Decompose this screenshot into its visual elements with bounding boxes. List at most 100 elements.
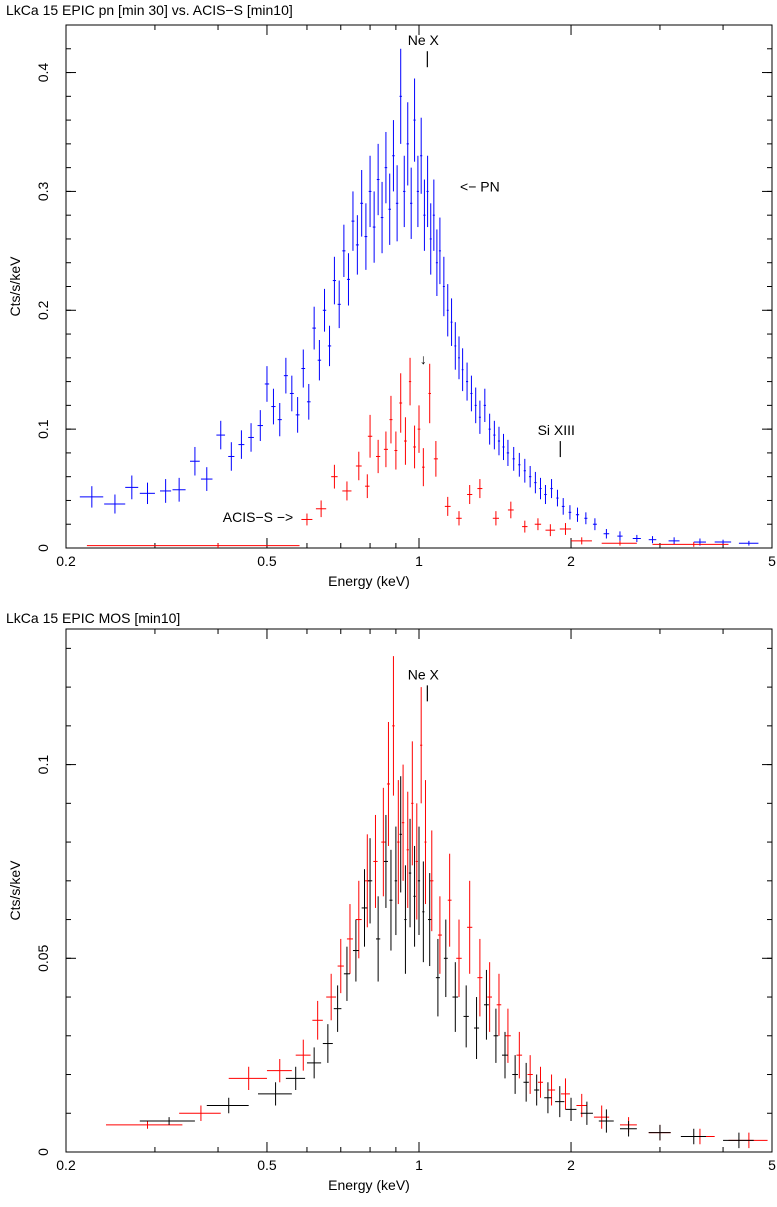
chart-title-mos: LkCa 15 EPIC MOS [min10] bbox=[6, 610, 181, 626]
data-point bbox=[497, 426, 501, 456]
data-point bbox=[355, 215, 359, 275]
data-point bbox=[332, 256, 337, 305]
data-point bbox=[580, 1101, 593, 1125]
data-point bbox=[342, 481, 352, 501]
data-point bbox=[617, 531, 623, 541]
data-point bbox=[381, 787, 386, 897]
data-point bbox=[527, 1055, 533, 1094]
data-point bbox=[680, 1128, 706, 1145]
data-point bbox=[315, 500, 327, 518]
data-point bbox=[559, 523, 572, 535]
data-point bbox=[443, 919, 448, 998]
data-point bbox=[474, 387, 477, 424]
data-point bbox=[373, 814, 378, 908]
data-point bbox=[179, 1105, 221, 1122]
data-point bbox=[417, 826, 421, 936]
data-point bbox=[368, 155, 372, 228]
x-axis-label: Energy (keV) bbox=[328, 1177, 410, 1193]
data-point bbox=[283, 357, 288, 394]
data-point bbox=[367, 414, 373, 458]
data-point bbox=[493, 420, 496, 450]
data-point bbox=[652, 542, 729, 547]
data-point bbox=[408, 357, 412, 406]
data-point bbox=[139, 482, 155, 505]
data-point bbox=[561, 498, 565, 515]
x-tick-label: 0.2 bbox=[56, 553, 76, 569]
data-point bbox=[433, 441, 438, 477]
y-axis-label: Cts/s/keV bbox=[7, 256, 23, 317]
series-1 bbox=[86, 357, 729, 548]
data-point bbox=[598, 1109, 614, 1133]
data-point bbox=[384, 131, 388, 204]
data-point bbox=[364, 203, 368, 270]
data-point bbox=[326, 973, 337, 1021]
annotation-label: ↓ bbox=[420, 351, 427, 367]
data-point bbox=[507, 501, 514, 519]
data-point bbox=[467, 880, 473, 974]
data-point bbox=[342, 224, 346, 277]
data-point bbox=[361, 869, 368, 947]
data-point bbox=[189, 446, 200, 476]
data-point bbox=[426, 155, 429, 228]
data-point bbox=[351, 191, 355, 251]
y-tick-label: 0.2 bbox=[35, 300, 51, 320]
data-point bbox=[435, 229, 438, 297]
data-point bbox=[592, 518, 597, 531]
data-point bbox=[395, 165, 399, 242]
y-tick-label: 0 bbox=[35, 1148, 51, 1156]
data-point bbox=[668, 537, 680, 545]
data-point bbox=[516, 1031, 523, 1079]
data-point bbox=[105, 1121, 183, 1129]
data-point bbox=[306, 383, 311, 420]
data-point bbox=[397, 780, 400, 905]
data-point bbox=[200, 467, 213, 491]
data-point bbox=[289, 375, 294, 412]
y-axis-label: Cts/s/keV bbox=[7, 860, 23, 921]
data-point bbox=[714, 539, 732, 545]
data-point bbox=[392, 656, 395, 796]
data-point bbox=[493, 1008, 499, 1063]
data-point bbox=[470, 375, 473, 412]
data-point bbox=[343, 946, 350, 1001]
data-point bbox=[428, 873, 432, 967]
data-point bbox=[413, 845, 416, 947]
data-point bbox=[388, 173, 391, 245]
data-point bbox=[386, 721, 390, 846]
data-point bbox=[473, 997, 480, 1060]
data-point bbox=[555, 1086, 565, 1118]
data-point bbox=[506, 439, 510, 466]
data-point bbox=[295, 397, 300, 433]
data-point bbox=[337, 280, 341, 329]
data-point bbox=[502, 433, 505, 461]
data-point bbox=[413, 425, 416, 469]
series-0 bbox=[105, 656, 768, 1149]
data-point bbox=[301, 349, 306, 388]
data-point bbox=[238, 430, 245, 459]
x-axis-label: Energy (keV) bbox=[328, 573, 410, 589]
data-point bbox=[648, 1124, 671, 1141]
data-point bbox=[547, 1074, 556, 1106]
y-tick-label: 0.1 bbox=[35, 419, 51, 439]
data-point bbox=[410, 167, 413, 239]
data-point bbox=[376, 143, 380, 216]
data-point bbox=[346, 904, 353, 974]
data-point bbox=[632, 534, 641, 543]
data-point bbox=[271, 388, 276, 425]
data-point bbox=[392, 120, 395, 192]
data-point bbox=[337, 938, 344, 994]
data-point bbox=[376, 439, 381, 474]
data-point bbox=[312, 306, 316, 350]
data-point bbox=[568, 505, 572, 520]
data-point bbox=[331, 464, 338, 489]
data-point bbox=[394, 826, 398, 936]
data-point bbox=[228, 442, 235, 471]
data-layer bbox=[79, 48, 759, 548]
data-point bbox=[534, 518, 542, 531]
data-point bbox=[355, 451, 362, 481]
data-point bbox=[492, 511, 499, 526]
data-point bbox=[477, 479, 483, 499]
data-point bbox=[420, 687, 423, 804]
annotation-label: Ne X bbox=[408, 666, 440, 682]
data-point bbox=[266, 1059, 292, 1083]
y-tick-label: 0.4 bbox=[35, 63, 51, 83]
